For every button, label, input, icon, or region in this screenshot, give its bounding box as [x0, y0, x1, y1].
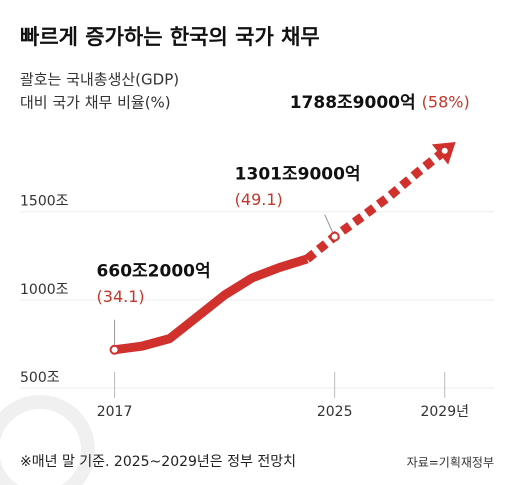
source: 자료=기획재정부 [407, 456, 494, 470]
x-tick-label: 2025 [317, 404, 353, 420]
y-tick-label: 1500조 [20, 194, 69, 210]
point [109, 344, 120, 355]
ratio-label: (34.1) [97, 287, 145, 306]
point [439, 145, 450, 156]
chart-title: 빠르게 증가하는 한국의 국가 채무 [20, 25, 320, 49]
ratio-label: (49.1) [235, 190, 283, 209]
line [113, 254, 309, 355]
subtitle: 대비 국가 채무 비율(%) [20, 94, 171, 112]
value-label: 1788조9000억 [290, 93, 416, 113]
footnote: ※매년 말 기준. 2025~2029년은 정부 전망치 [20, 454, 296, 470]
value-label: 660조2000억 [97, 262, 211, 282]
subtitle: 괄호는 국내총생산(GDP) [20, 71, 179, 89]
y-tick-label: 1000조 [20, 282, 69, 298]
ratio-label: (58%) [422, 92, 470, 111]
y-tick-label: 500조 [20, 370, 60, 386]
watermark [0, 395, 95, 485]
x-tick-label: 2029년 [420, 404, 469, 420]
x-tick-label: 2017 [97, 404, 133, 420]
point [329, 231, 340, 242]
value-label: 1301조9000억 [235, 165, 361, 185]
